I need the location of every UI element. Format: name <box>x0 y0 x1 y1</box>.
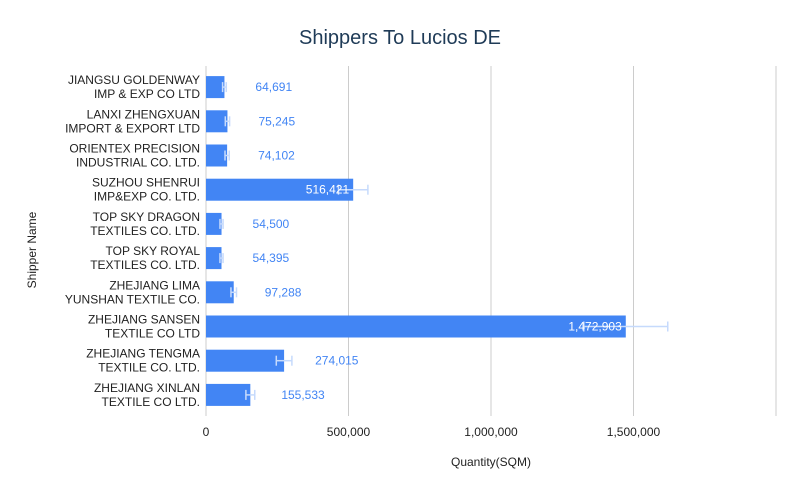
data-label: 1,472,903 <box>568 320 622 334</box>
category-label: TOP SKY DRAGON <box>93 210 200 224</box>
data-label: 64,691 <box>255 80 292 94</box>
data-label: 97,288 <box>265 285 302 299</box>
bar <box>206 76 225 99</box>
category-label: TEXTILES CO. LTD. <box>90 224 200 238</box>
category-label: TOP SKY ROYAL <box>106 244 201 258</box>
y-axis-title: Shipper Name <box>25 211 39 288</box>
category-label: INDUSTRIAL CO. LTD. <box>76 156 200 170</box>
category-label: TEXTILE CO. LTD. <box>98 361 200 375</box>
category-label: TEXTILES CO. LTD. <box>90 258 200 272</box>
category-label: IMP & EXP CO LTD <box>94 87 200 101</box>
category-label: ZHEJIANG TENGMA <box>86 347 200 361</box>
category-label: ZHEJIANG XINLAN <box>94 381 200 395</box>
category-label: ZHEJIANG SANSEN <box>88 313 200 327</box>
data-label: 74,102 <box>258 149 295 163</box>
bar <box>206 247 222 270</box>
bar <box>206 178 354 201</box>
chart-title: Shippers To Lucios DE <box>299 27 501 49</box>
bar <box>206 349 285 372</box>
category-label: TEXTILE CO LTD. <box>102 395 200 409</box>
x-tick-label: 1,500,000 <box>607 425 661 439</box>
category-label: ZHEJIANG LIMA <box>109 278 200 292</box>
x-tick-labels: 0 500,000 1,000,000 1,500,000 <box>203 425 661 439</box>
bar <box>206 144 228 167</box>
bar <box>206 315 626 338</box>
bar <box>206 383 251 406</box>
bars-group: 64,691 75,245 74,102 516,421 54,500 54,395 97,… <box>206 76 669 406</box>
category-label: IMP&EXP CO. LTD. <box>94 190 200 204</box>
x-tick-label: 500,000 <box>327 425 371 439</box>
x-tick-label: 0 <box>203 425 210 439</box>
category-label: TEXTILE CO LTD <box>105 327 200 341</box>
data-label: 75,245 <box>258 114 295 128</box>
data-label: 54,395 <box>253 251 290 265</box>
category-label: JIANGSU GOLDENWAY <box>68 73 200 87</box>
bar <box>206 110 228 133</box>
data-label: 516,421 <box>306 183 350 197</box>
category-label: SUZHOU SHENRUI <box>92 176 200 190</box>
bar <box>206 212 222 235</box>
x-tick-label: 1,000,000 <box>464 425 518 439</box>
bar <box>206 281 234 304</box>
x-axis-title: Quantity(SQM) <box>451 455 531 469</box>
data-label: 155,533 <box>281 388 325 402</box>
data-label: 54,500 <box>253 217 290 231</box>
category-label: ORIENTEX PRECISION <box>69 142 200 156</box>
category-label: LANXI ZHENGXUAN <box>87 107 200 121</box>
data-label: 274,015 <box>315 354 359 368</box>
category-label: YUNSHAN TEXTILE CO. <box>65 292 200 306</box>
category-label: IMPORT & EXPORT LTD <box>65 121 200 135</box>
